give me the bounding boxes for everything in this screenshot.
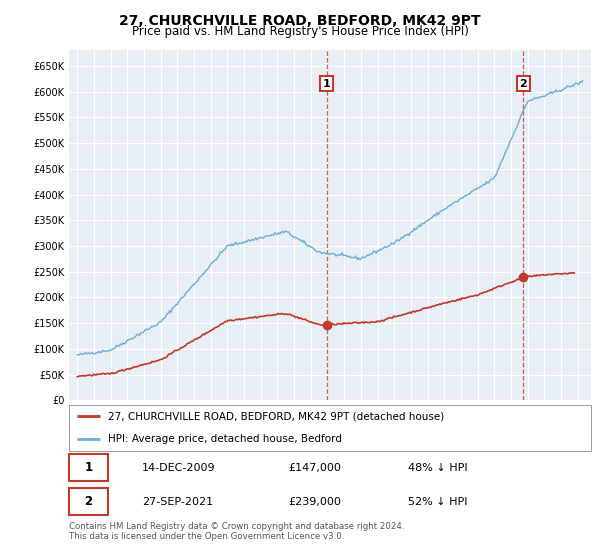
Text: 27, CHURCHVILLE ROAD, BEDFORD, MK42 9PT (detached house): 27, CHURCHVILLE ROAD, BEDFORD, MK42 9PT …: [108, 412, 445, 421]
Text: 27-SEP-2021: 27-SEP-2021: [142, 497, 213, 507]
Text: 2: 2: [520, 78, 527, 88]
Text: 2: 2: [85, 496, 92, 508]
Text: 52% ↓ HPI: 52% ↓ HPI: [409, 497, 468, 507]
FancyBboxPatch shape: [69, 488, 108, 515]
Text: 48% ↓ HPI: 48% ↓ HPI: [409, 463, 468, 473]
Text: 1: 1: [85, 461, 92, 474]
Text: Price paid vs. HM Land Registry's House Price Index (HPI): Price paid vs. HM Land Registry's House …: [131, 25, 469, 38]
Text: 14-DEC-2009: 14-DEC-2009: [142, 463, 216, 473]
FancyBboxPatch shape: [69, 454, 108, 481]
Text: HPI: Average price, detached house, Bedford: HPI: Average price, detached house, Bedf…: [108, 435, 342, 444]
Text: Contains HM Land Registry data © Crown copyright and database right 2024.
This d: Contains HM Land Registry data © Crown c…: [69, 522, 404, 542]
Text: £239,000: £239,000: [288, 497, 341, 507]
Text: 1: 1: [323, 78, 331, 88]
Text: 27, CHURCHVILLE ROAD, BEDFORD, MK42 9PT: 27, CHURCHVILLE ROAD, BEDFORD, MK42 9PT: [119, 14, 481, 28]
Text: £147,000: £147,000: [288, 463, 341, 473]
